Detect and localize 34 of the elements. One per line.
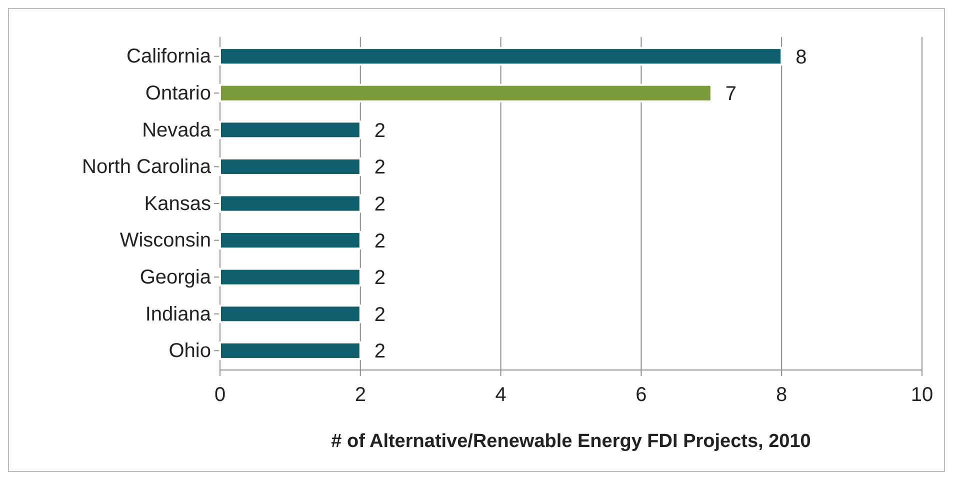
bar — [219, 304, 362, 324]
data-label: 2 — [374, 267, 386, 290]
y-tick-label: Nevada — [142, 119, 212, 142]
x-tick-label: 4 — [495, 384, 506, 406]
y-tick-label: California — [126, 46, 212, 68]
x-tick-label: 10 — [910, 384, 934, 406]
y-tick-label: Ontario — [145, 82, 211, 105]
bar — [219, 157, 362, 176]
y-tick-label: Indiana — [145, 303, 212, 326]
data-label: 2 — [374, 156, 386, 179]
y-tick-label: Ohio — [168, 340, 211, 362]
x-tick-label: 6 — [636, 384, 647, 406]
x-tick-label: 0 — [214, 384, 226, 406]
bar — [219, 194, 362, 213]
bar — [219, 341, 362, 360]
x-tick-label: 2 — [354, 384, 366, 406]
y-tick-label: Kansas — [144, 192, 211, 215]
bar — [219, 47, 783, 66]
data-label: 2 — [374, 194, 386, 216]
data-label: 2 — [374, 340, 386, 363]
y-tick-label: North Carolina — [82, 156, 212, 178]
bar — [219, 84, 712, 102]
bar — [219, 120, 362, 140]
x-axis-title: # of Alternative/Renewable Energy FDI Projects, 2010 — [331, 431, 811, 452]
data-label: 7 — [725, 83, 737, 106]
bar — [219, 268, 362, 286]
data-label: 8 — [796, 46, 807, 68]
y-tick-label: Wisconsin — [120, 230, 211, 252]
data-label: 2 — [374, 230, 386, 252]
data-label: 2 — [374, 304, 386, 326]
y-tick-label: Georgia — [140, 266, 212, 288]
bar — [219, 231, 362, 250]
x-tick-label: 8 — [776, 384, 788, 406]
data-label: 2 — [374, 120, 386, 142]
